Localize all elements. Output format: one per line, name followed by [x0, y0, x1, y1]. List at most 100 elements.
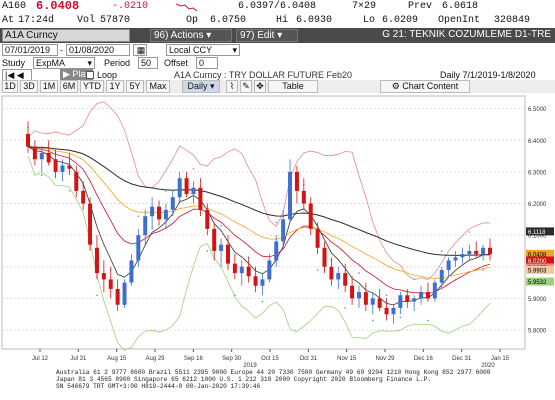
range-3d[interactable]: 3D	[20, 80, 38, 93]
study-row: Study ExpMA ▾ Period 50 Offset 0	[0, 57, 555, 69]
currency-select[interactable]: Local CCY ▾	[166, 44, 240, 56]
candle-body	[239, 266, 244, 274]
sar-dot	[40, 174, 43, 176]
last-value-tag	[526, 277, 554, 286]
chevron-down-icon: ▾	[206, 30, 212, 41]
chart-content-button[interactable]: ⚙ Chart Content	[380, 80, 470, 93]
candle-body	[467, 250, 472, 255]
y-tick-label: 6.1000	[528, 234, 547, 240]
x-tick-label: Jul 31	[70, 356, 87, 362]
sar-dot	[358, 272, 360, 274]
security-description: A1A Curncy : TRY DOLLAR FUTURE Feb20	[174, 70, 353, 80]
study-select[interactable]: ExpMA ▾	[33, 57, 95, 69]
candle-body	[432, 282, 437, 299]
candle-body	[191, 187, 196, 195]
plot-area	[1, 95, 526, 350]
range-ytd[interactable]: YTD	[80, 80, 104, 93]
range-5y[interactable]: 5Y	[126, 80, 144, 93]
x-tick-label: Nov 15	[337, 356, 357, 362]
study-label: Study	[2, 58, 26, 68]
frequency-select[interactable]: Daily ▾	[182, 80, 220, 93]
high-label: Hi	[276, 15, 289, 26]
frequency-value: Daily	[187, 81, 208, 91]
range-1m[interactable]: 1M	[40, 80, 58, 93]
offset-label: Offset	[164, 58, 188, 68]
candle-body	[219, 244, 224, 251]
candle-body	[39, 152, 44, 160]
x-tick-label: Oct 15	[261, 356, 279, 362]
last-value-label: 6.0408	[528, 252, 547, 258]
candle-body	[246, 266, 251, 277]
candle-body	[419, 292, 424, 299]
sar-dot	[344, 307, 346, 309]
candle-body	[170, 197, 175, 210]
candle-body	[363, 292, 368, 305]
line-chart-icon[interactable]: ⌇	[226, 80, 238, 93]
sar-dot	[137, 215, 140, 217]
price-change: -.0210	[112, 1, 149, 12]
candle-body	[343, 273, 348, 286]
loop-checkbox[interactable]	[86, 71, 94, 79]
candle-body	[384, 307, 389, 315]
offset-input[interactable]: 0	[196, 57, 218, 69]
study-value: ExpMA	[36, 58, 66, 68]
candle-body	[274, 241, 279, 261]
actions-menu[interactable]: 96) Actions ▾	[150, 29, 232, 42]
last-value-tag	[526, 265, 554, 274]
candle-body	[94, 247, 99, 274]
period-label: Period	[104, 58, 131, 68]
price-chart[interactable]: 6.50006.40006.30006.20006.10006.00005.90…	[0, 94, 555, 369]
x-tick-label: Jan 15	[491, 356, 510, 362]
security-input[interactable]: A1A Curncy	[2, 29, 130, 42]
footer-copyright: Japan 81 3 4565 8900 Singapore 65 6212 1…	[56, 376, 432, 383]
range-6m[interactable]: 6M	[60, 80, 78, 93]
candle-body	[308, 203, 313, 229]
candle-body	[329, 266, 334, 280]
candle-body	[460, 254, 465, 258]
start-date-field[interactable]: 07/01/2019	[2, 44, 58, 56]
quote-header: A160 6.0408 -.0210 6.0397/6.0408 7×29 Pr…	[0, 0, 555, 14]
candle-body	[32, 146, 37, 160]
candle-body	[157, 206, 162, 220]
edit-menu[interactable]: 97) Edit ▾	[236, 29, 298, 42]
chevron-down-icon: ▾	[87, 58, 92, 68]
candle-body	[143, 216, 148, 236]
candle-body	[439, 269, 444, 283]
security-toolbar: A1A Curncy 96) Actions ▾ 97) Edit ▾ G 21…	[0, 28, 555, 43]
last-value-tag	[526, 227, 554, 236]
y-tick-label: 6.4000	[528, 139, 547, 145]
sar-dot	[454, 278, 457, 281]
at-label: At	[2, 15, 15, 26]
move-icon[interactable]: ✥	[254, 80, 266, 93]
low-label: Lo	[363, 15, 376, 26]
play-button[interactable]: ▶ Play	[60, 69, 93, 81]
sar-dot	[275, 221, 278, 224]
end-date-field[interactable]: 01/08/2020	[66, 44, 130, 56]
range-1d[interactable]: 1D	[2, 80, 18, 93]
calendar-icon[interactable]: ▦	[133, 44, 147, 56]
y-tick-label: 5.9000	[528, 297, 547, 303]
table-button[interactable]: Table	[268, 80, 318, 93]
openint-value: 320849	[494, 15, 531, 26]
candle-body	[163, 209, 168, 220]
ema-50-line	[27, 146, 491, 256]
range-1y[interactable]: 1Y	[106, 80, 124, 93]
range-max[interactable]: Max	[146, 80, 170, 93]
sar-dot	[468, 231, 471, 233]
play-row: |◀ ◀ ▶ Play Loop A1A Curncy : TRY DOLLAR…	[0, 69, 555, 81]
actions-label: 96) Actions	[154, 30, 204, 41]
openint-label: OpenInt	[438, 15, 481, 26]
chevron-down-icon: ▾	[210, 81, 215, 91]
page-title: G 21: TEKNIK COZUMLEME D1-TRE	[382, 29, 551, 40]
candle-body	[198, 187, 203, 210]
ticker-code: A160	[2, 1, 27, 12]
pencil-icon[interactable]: ✎	[240, 80, 252, 93]
quote-details: At 17:24d Vol 57870 Op 6.0750 Hi 6.0930 …	[0, 14, 555, 28]
sparkline-icon	[176, 3, 198, 12]
open-label: Op	[186, 15, 199, 26]
bollinger-upper-line	[27, 101, 491, 281]
trade-size: 7×29	[352, 1, 377, 12]
candle-body	[350, 285, 355, 299]
period-input[interactable]: 50	[138, 57, 158, 69]
candle-body	[184, 178, 189, 195]
